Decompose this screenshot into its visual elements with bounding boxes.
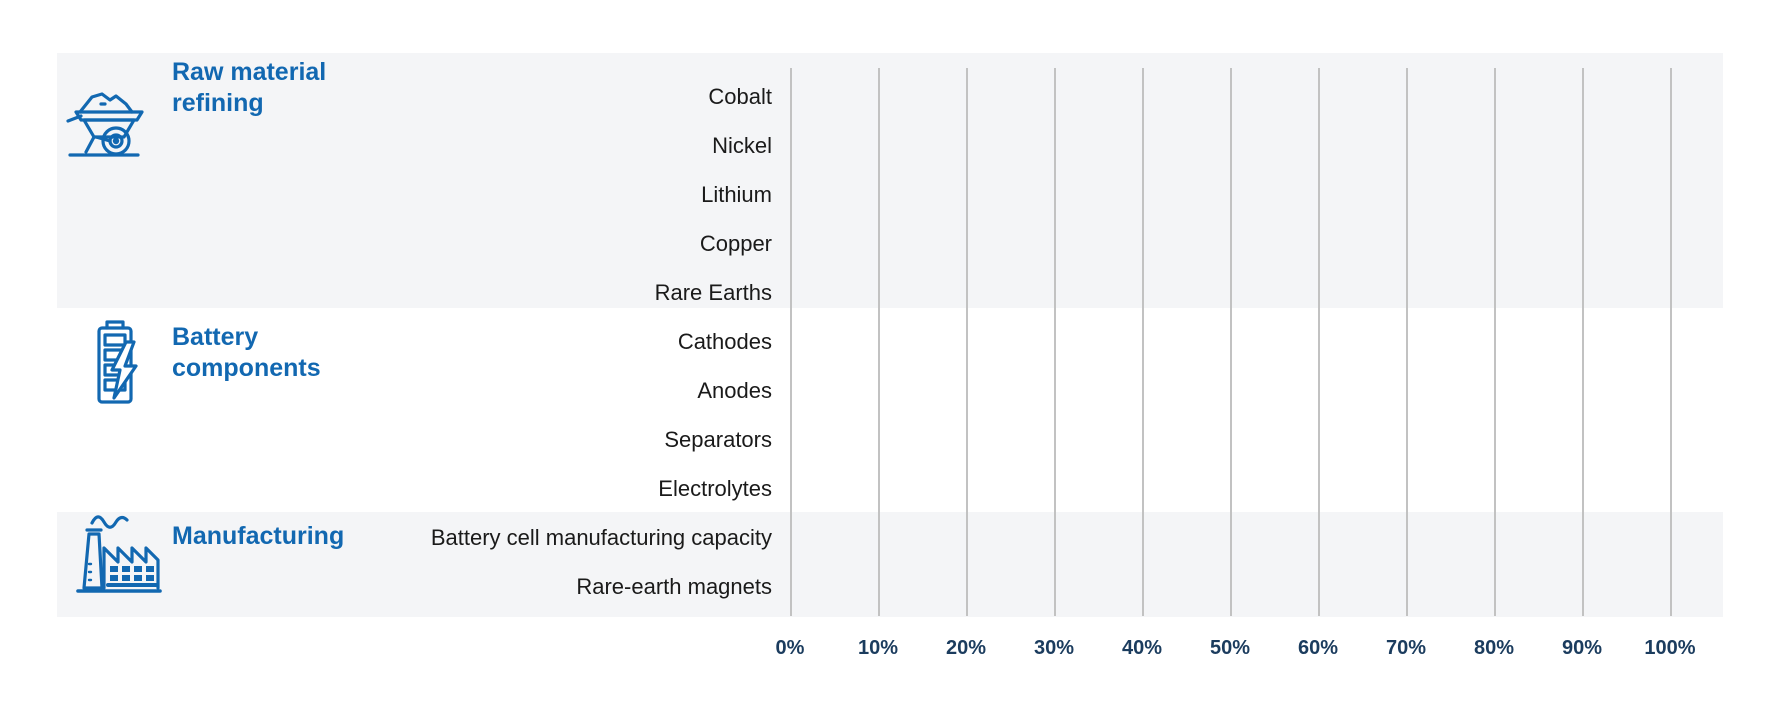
row-label-cathodes: Cathodes [677,329,772,354]
gridline-60 [1318,68,1320,616]
row-label-electrolytes: Electrolytes [658,476,772,501]
gridline-90 [1582,68,1584,616]
axis-tick-50: 50% [1209,637,1251,659]
battery-icon [92,320,140,406]
group-band-manufacturing [57,512,1723,617]
axis-tick-90: 90% [1561,637,1603,659]
axis-tick-80: 80% [1473,637,1515,659]
group-title-battery-components: Battery components [172,323,321,382]
axis-tick-10: 10% [857,637,899,659]
gridline-10 [878,68,880,616]
gridline-50 [1230,68,1232,616]
axis-tick-20: 20% [945,637,987,659]
row-label-cobalt: Cobalt [708,84,772,109]
row-label-rare-earth-magnets: Rare-earth magnets [576,574,772,599]
axis-tick-40: 40% [1121,637,1163,659]
row-label-separators: Separators [664,427,772,452]
row-label-battery-cell-capacity: Battery cell manufacturing capacity [430,525,772,550]
row-label-nickel: Nickel [712,133,772,158]
group-band-raw-material-refining [57,53,1723,308]
axis-tick-30: 30% [1033,637,1075,659]
gridline-100 [1670,68,1672,616]
row-label-anodes: Anodes [697,378,772,403]
gridline-30 [1054,68,1056,616]
gridline-70 [1406,68,1408,616]
axis-tick-0: 0% [775,637,805,659]
wheelbarrow-icon [66,84,152,158]
row-label-rare-earths: Rare Earths [654,280,772,305]
gridline-80 [1494,68,1496,616]
gridline-20 [966,68,968,616]
row-label-lithium: Lithium [701,182,772,207]
axis-tick-60: 60% [1297,637,1339,659]
row-label-copper: Copper [699,231,772,256]
factory-icon [72,514,164,594]
group-title-raw-material-refining: Raw material refining [172,58,327,117]
gridline-0 [790,68,792,616]
gridline-40 [1142,68,1144,616]
axis-tick-70: 70% [1385,637,1427,659]
group-title-manufacturing: Manufacturing [172,522,345,550]
axis-tick-100: 100% [1644,637,1696,659]
